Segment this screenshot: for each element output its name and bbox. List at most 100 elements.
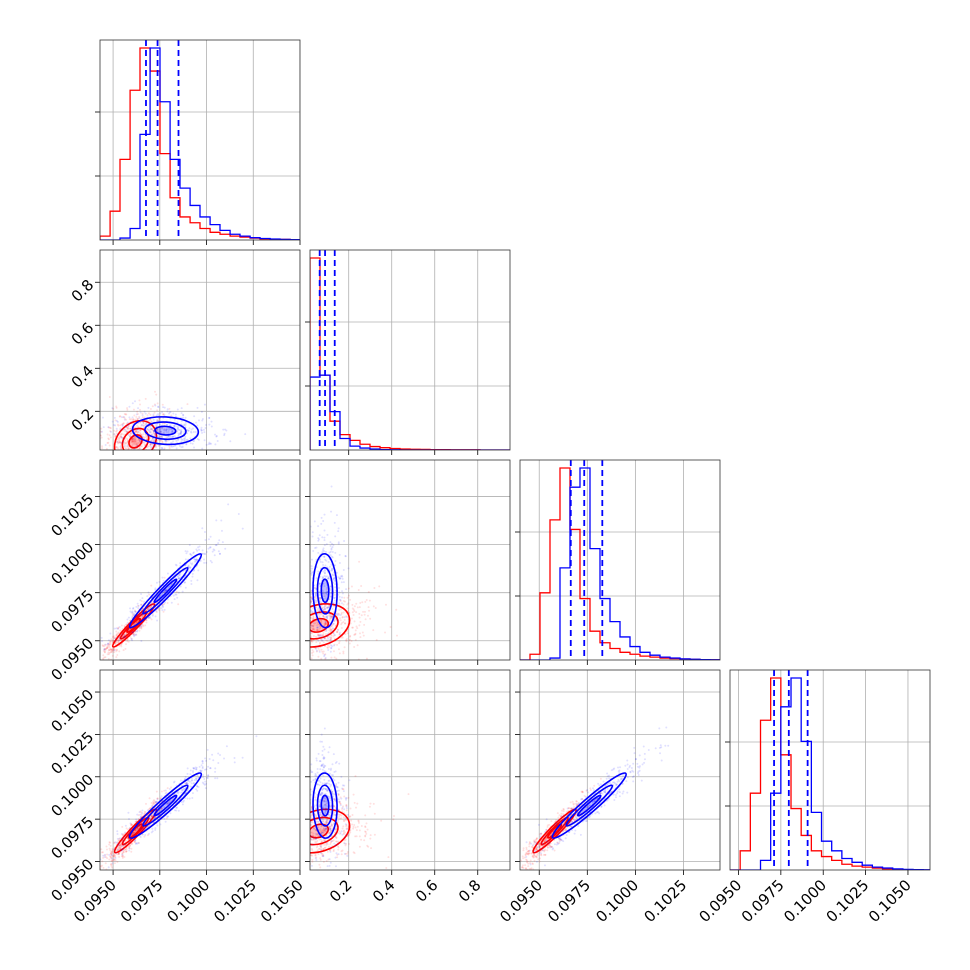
blue-sample-point — [127, 811, 130, 814]
red-sample-point — [123, 455, 125, 457]
blue-sample-point — [128, 849, 131, 852]
blue-sample-point — [327, 577, 330, 580]
red-sample-point — [128, 418, 131, 421]
blue-sample-point — [317, 539, 320, 542]
red-sample-point — [288, 845, 290, 847]
red-sample-point — [264, 611, 266, 613]
blue-sample-point — [322, 590, 325, 593]
blue-sample-point — [196, 774, 199, 777]
blue-sample-point — [213, 554, 216, 557]
blue-sample-point — [334, 535, 337, 538]
blue-sample-point — [310, 574, 313, 577]
blue-sample-point — [338, 598, 341, 601]
red-sample-point — [344, 831, 347, 834]
blue-sample-point — [322, 570, 325, 573]
blue-sample-point — [190, 777, 193, 780]
blue-sample-point — [190, 579, 193, 582]
red-sample-point — [115, 635, 118, 638]
red-sample-point — [118, 415, 121, 418]
blue-sample-point — [340, 581, 343, 584]
red-sample-point — [143, 416, 146, 419]
red-sample-point — [151, 427, 154, 430]
red-sample-point — [156, 797, 159, 800]
red-sample-point — [345, 640, 348, 643]
red-sample-point — [125, 456, 127, 458]
red-sample-point — [131, 438, 134, 441]
red-sample-point — [312, 628, 315, 631]
red-sample-point — [100, 865, 103, 868]
red-sample-point — [295, 628, 297, 630]
blue-sample-point — [314, 593, 317, 596]
x-tick-label: 0.1050 — [257, 876, 307, 926]
blue-sample-point — [335, 514, 338, 517]
red-sample-point — [261, 614, 263, 616]
red-sample-point — [312, 635, 315, 638]
red-sample-point — [120, 444, 123, 447]
blue-sample-point — [323, 606, 326, 609]
red-sample-point — [365, 598, 368, 601]
blue-sample-point — [326, 615, 329, 618]
red-sample-point — [305, 621, 307, 623]
blue-sample-point — [221, 541, 224, 544]
blue-sample-point — [185, 782, 188, 785]
red-sample-point — [303, 617, 305, 619]
blue-sample-point — [325, 615, 328, 618]
blue-sample-point — [194, 766, 197, 769]
blue-sample-point — [162, 605, 165, 608]
red-sample-point — [142, 614, 145, 617]
red-sample-point — [121, 855, 124, 858]
blue-sample-point — [196, 785, 199, 788]
blue-sample-point — [318, 590, 321, 593]
red-sample-point — [116, 632, 119, 635]
blue-sample-point — [140, 423, 143, 426]
red-sample-point — [101, 860, 104, 863]
blue-sample-point — [192, 766, 195, 769]
red-sample-point — [92, 884, 94, 886]
red-sample-point — [103, 643, 106, 646]
red-sample-point — [347, 587, 350, 590]
blue-sample-point — [320, 516, 323, 519]
red-sample-point — [303, 646, 305, 648]
blue-sample-point — [131, 611, 134, 614]
blue-sample-point — [173, 425, 176, 428]
blue-sample-point — [116, 832, 119, 835]
red-sample-point — [304, 615, 306, 617]
red-sample-point — [121, 833, 124, 836]
blue-sample-point — [124, 425, 127, 428]
blue-sample-point — [160, 435, 163, 438]
blue-sample-point — [158, 419, 161, 422]
red-sample-point — [122, 422, 125, 425]
red-sample-point — [105, 845, 108, 848]
blue-sample-point — [133, 612, 136, 615]
red-sample-point — [128, 447, 131, 450]
red-sample-point — [297, 633, 299, 635]
red-sample-point — [282, 616, 284, 618]
blue-sample-point — [123, 636, 126, 639]
blue-sample-point — [180, 788, 183, 791]
blue-sample-point — [326, 633, 329, 636]
blue-sample-point — [337, 586, 340, 589]
blue-sample-point — [181, 789, 184, 792]
blue-sample-point — [164, 601, 167, 604]
red-sample-point — [361, 601, 364, 604]
blue-sample-point — [304, 580, 306, 582]
red-sample-point — [119, 441, 122, 444]
blue-sample-point — [184, 775, 187, 778]
red-sample-point — [294, 619, 296, 621]
red-sample-point — [318, 614, 321, 617]
red-sample-point — [328, 605, 331, 608]
red-sample-point — [345, 615, 348, 618]
blue-sample-point — [207, 774, 210, 777]
red-sample-point — [114, 855, 117, 858]
red-sample-point — [147, 426, 150, 429]
blue-sample-point — [125, 430, 128, 433]
red-sample-point — [310, 600, 312, 603]
red-sample-point — [142, 625, 145, 628]
red-sample-point — [108, 644, 111, 647]
red-sample-point — [127, 448, 130, 450]
blue-sample-point — [334, 583, 337, 586]
blue-sample-point — [135, 842, 138, 845]
blue-sample-point — [182, 799, 185, 802]
red-sample-point — [326, 850, 329, 853]
red-sample-point — [150, 439, 153, 442]
